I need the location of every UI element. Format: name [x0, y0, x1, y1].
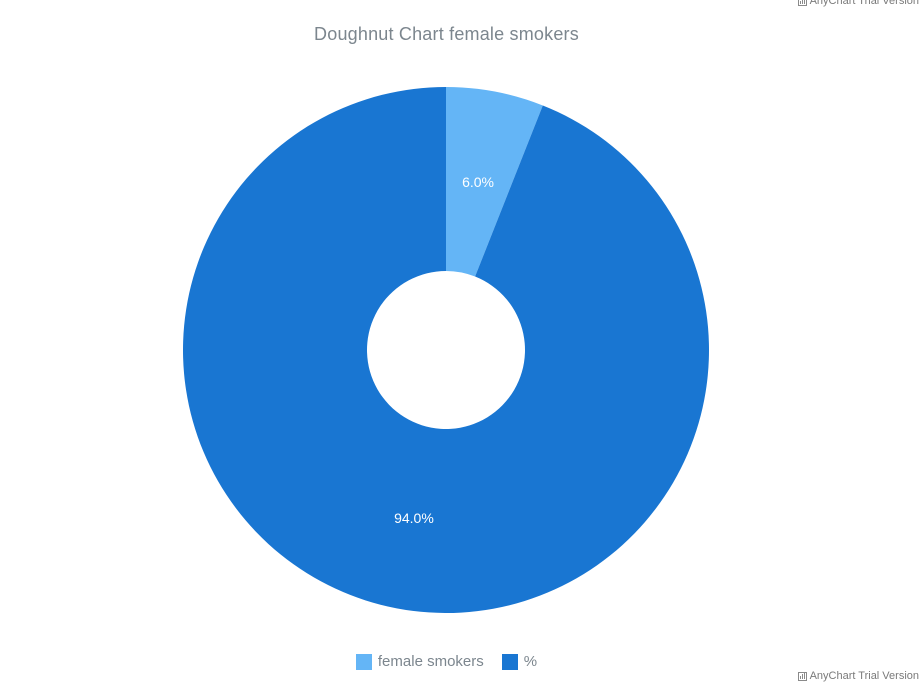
watermark-text: AnyChart Trial Version: [809, 0, 919, 7]
chart-bars-icon: [797, 0, 807, 6]
chart-title: Doughnut Chart female smokers: [314, 24, 579, 44]
legend-item-female-smokers[interactable]: female smokers: [355, 653, 484, 670]
slice-female-smokers[interactable]: [446, 87, 543, 277]
legend-swatch: [355, 653, 372, 670]
legend-label: female smokers: [377, 653, 484, 670]
chart-bars-icon: [797, 671, 807, 681]
legend-item-percent[interactable]: %: [501, 653, 538, 670]
label-group: 6.0% 94.0%: [394, 174, 494, 526]
watermark-bottom: AnyChart Trial Version: [797, 670, 919, 682]
legend-swatch: [501, 653, 518, 670]
slice-label: 94.0%: [394, 510, 434, 526]
slice-group: [183, 87, 710, 613]
watermark-text: AnyChart Trial Version: [809, 670, 919, 682]
slice-label: 6.0%: [462, 174, 494, 190]
legend-label: %: [523, 653, 538, 670]
watermark-top: AnyChart Trial Version: [797, 0, 919, 7]
slice-percent[interactable]: [183, 87, 710, 613]
legend: female smokers%: [0, 653, 893, 670]
